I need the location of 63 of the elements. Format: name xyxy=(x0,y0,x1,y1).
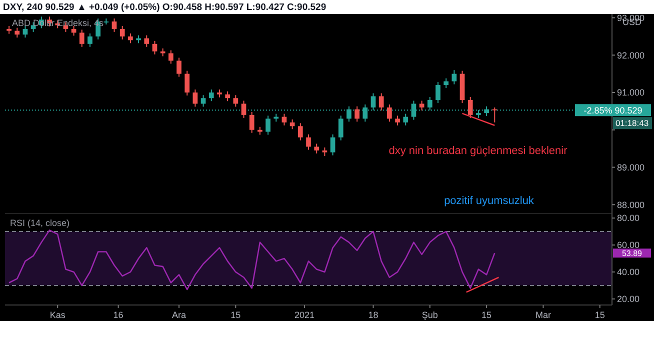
candlestick xyxy=(468,96,473,118)
x-tick-label: 15 xyxy=(482,310,492,320)
candlestick xyxy=(152,40,158,55)
y-tick-label: 40.00 xyxy=(617,267,640,278)
candlestick xyxy=(306,134,311,150)
candlestick xyxy=(444,78,449,89)
annotation: dxy nin buradan güçlenmesi beklenir xyxy=(388,144,568,157)
candlestick xyxy=(403,113,408,126)
candlestick xyxy=(354,106,360,122)
candlestick xyxy=(88,32,92,48)
x-tick-label: 16 xyxy=(113,310,124,320)
candlestick xyxy=(492,106,498,123)
candlestick xyxy=(120,25,125,40)
candlestick xyxy=(225,90,230,102)
y-tick-label: 92.000 xyxy=(617,50,645,60)
y-tick-label: 89.000 xyxy=(617,162,645,172)
candlestick xyxy=(241,100,246,118)
candlestick xyxy=(184,70,190,96)
x-tick-label: 2021 xyxy=(294,310,314,320)
y-tick-label: 88.000 xyxy=(617,200,645,210)
text: 01:18:43 xyxy=(615,118,649,128)
text: 53.89 xyxy=(622,248,643,258)
candlestick xyxy=(200,94,206,108)
candlestick xyxy=(395,115,400,126)
candlestick xyxy=(192,89,198,108)
x-tick-label: Kas xyxy=(50,310,66,320)
candlestick xyxy=(233,94,238,108)
candlestick xyxy=(79,29,84,48)
candlestick xyxy=(436,82,440,104)
x-tick-label: 15 xyxy=(230,310,241,320)
candlestick xyxy=(419,100,424,111)
x-tick-label: Şub xyxy=(422,310,438,320)
chart-title: DXY, 240 90.529 ▲ +0.049 (+0.05%) O:90.458 H:90.597 L:90.427 C:90.529 xyxy=(3,2,326,13)
candlestick xyxy=(452,70,457,85)
candlestick xyxy=(282,113,287,126)
annotation: pozitif uyumsuzluk xyxy=(444,194,534,207)
y-tick-label: 91.000 xyxy=(617,88,645,98)
x-tick-label: 18 xyxy=(368,310,378,320)
candlestick xyxy=(266,115,270,136)
candlestick xyxy=(314,143,320,154)
candlestick xyxy=(22,25,28,38)
y-tick-label: 80.00 xyxy=(617,213,640,224)
candlestick xyxy=(128,32,133,44)
candlestick xyxy=(387,104,392,122)
candlestick xyxy=(298,122,303,141)
candlestick xyxy=(176,57,182,78)
candlestick xyxy=(208,89,214,102)
candlestick xyxy=(330,134,336,156)
x-tick-label: Mar xyxy=(535,310,551,320)
candlestick xyxy=(112,18,117,32)
candlestick xyxy=(144,34,150,48)
x-tick-label: Ara xyxy=(172,310,186,320)
candlestick xyxy=(14,27,20,38)
text: RSI (14, close) xyxy=(10,218,70,228)
candlestick xyxy=(338,115,344,141)
candlestick xyxy=(378,92,384,111)
line-series xyxy=(8,230,496,290)
x-tick-label: 15 xyxy=(594,310,605,320)
y-tick-label: 60.00 xyxy=(617,240,640,250)
ref-line-label: -2.85% 90.529 xyxy=(584,105,642,116)
candlestick xyxy=(168,50,174,64)
candlestick xyxy=(249,111,254,134)
y-tick-label: 20.00 xyxy=(617,294,640,304)
